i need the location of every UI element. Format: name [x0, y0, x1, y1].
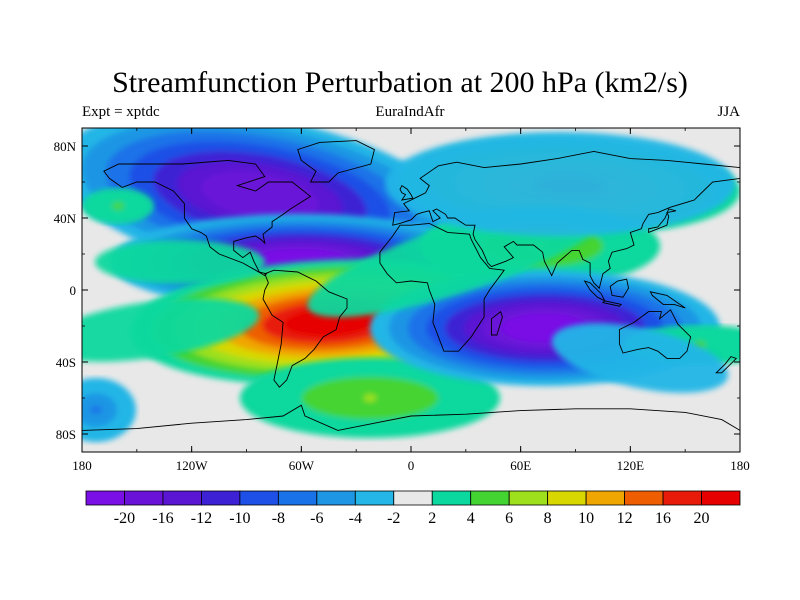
- colorbar-label: 10: [578, 510, 594, 527]
- lat-tick-label: 40N: [54, 211, 77, 226]
- contour-fill-band: [95, 240, 265, 284]
- colorbar-label: 12: [617, 510, 633, 527]
- colorbar: -20 -16 -12 -10 -8 -6 -4 -2 2 4 6 8 10 12 16 20: [85, 490, 741, 527]
- colorbar-swatch: [162, 490, 202, 506]
- coastline-indonesia-b: [601, 300, 623, 307]
- coastline-south-america: [262, 269, 348, 388]
- region-label: EuraIndAfr: [375, 104, 444, 120]
- coastline-japan: [648, 208, 677, 234]
- contour-fill-band: [201, 171, 319, 221]
- colorbar-label: 16: [655, 510, 671, 527]
- colorbar-swatch: [585, 490, 625, 506]
- coastline-africa: [379, 222, 506, 352]
- colorbar-label: -12: [191, 510, 212, 527]
- contour-fill-band: [551, 323, 729, 393]
- coastline-new-zealand: [715, 356, 738, 374]
- colorbar-swatch: [124, 490, 164, 506]
- contour-region-southern-pacific-low: [82, 378, 136, 442]
- colorbar-label: -10: [229, 510, 250, 527]
- colorbar-label: -2: [387, 510, 400, 527]
- contour-connecting-bands: [82, 132, 735, 393]
- lat-tick-label: 80N: [54, 139, 77, 154]
- colorbar-swatch: [354, 490, 395, 506]
- lon-tick-label: 60E: [510, 458, 531, 473]
- colorbar-swatch: [316, 490, 356, 506]
- season-label: JJA: [717, 104, 740, 120]
- colorbar-label: -20: [114, 510, 135, 527]
- colorbar-swatch: [662, 490, 702, 506]
- map-panel: [82, 128, 740, 452]
- colorbar-swatch: [277, 490, 318, 506]
- lon-tick-label: 60W: [289, 458, 315, 473]
- contour-fill-band: [363, 394, 377, 402]
- contour-fill-band: [82, 298, 259, 362]
- lon-tick-label: 0: [408, 458, 415, 473]
- colorbar-label: -4: [349, 510, 362, 527]
- contour-region-north-atlantic-weak-high: [82, 188, 154, 224]
- coastline-antarctica: [82, 404, 740, 431]
- contour-fill-band: [385, 132, 735, 236]
- colorbar-swatch: [508, 490, 549, 506]
- lon-tick-label: 120W: [176, 458, 209, 473]
- colorbar-swatch: [431, 490, 472, 506]
- colorbar-label: -8: [272, 510, 285, 527]
- lon-tick-label: 120E: [617, 458, 645, 473]
- colorbar-label: 8: [544, 510, 552, 527]
- lat-tick-label: 80S: [56, 427, 76, 442]
- colorbar-label: 4: [467, 510, 475, 527]
- contour-fill-band: [90, 406, 102, 414]
- colorbar-label: -6: [310, 510, 323, 527]
- lat-tick-label: 40S: [56, 355, 76, 370]
- coastline-australia: [618, 309, 692, 359]
- coastline-borneo: [609, 278, 629, 298]
- coastline-layer: [82, 140, 740, 431]
- colorbar-swatch: [85, 490, 125, 506]
- colorbar-swatch: [470, 490, 510, 506]
- colorbar-label: 6: [505, 510, 513, 527]
- coastline-uk: [399, 184, 414, 201]
- colorbar-swatch: [201, 490, 241, 506]
- colorbar-swatch: [239, 490, 279, 506]
- coastline-madagascar: [490, 310, 503, 336]
- lon-tick-label: 180: [72, 458, 92, 473]
- colorbar-swatch: [624, 490, 664, 506]
- coastline-eurasia: [392, 150, 740, 290]
- coastline-new-guinea: [649, 291, 686, 309]
- colorbar-label: 2: [428, 510, 436, 527]
- colorbar-swatch: [393, 490, 433, 506]
- contour-fill-band: [112, 202, 124, 210]
- coastline-greenland: [297, 140, 375, 183]
- experiment-label: Expt = xptdc: [82, 104, 160, 120]
- coastline-north-america: [103, 159, 312, 277]
- map-title: Streamfunction Perturbation at 200 hPa (…: [112, 66, 688, 99]
- colorbar-swatch: [547, 490, 587, 506]
- colorbar-swatch: [701, 490, 741, 506]
- colorbar-label: 20: [694, 510, 710, 527]
- contour-region-south-atlantic-weak-high: [240, 358, 500, 438]
- lon-tick-label: 180: [730, 458, 750, 473]
- lat-tick-label: 0: [70, 283, 77, 298]
- colorbar-label: -16: [152, 510, 173, 527]
- axis-ticks: 80N 40N 0 40S 80S 180 120W 60W 0 60E 120E 180: [54, 128, 750, 473]
